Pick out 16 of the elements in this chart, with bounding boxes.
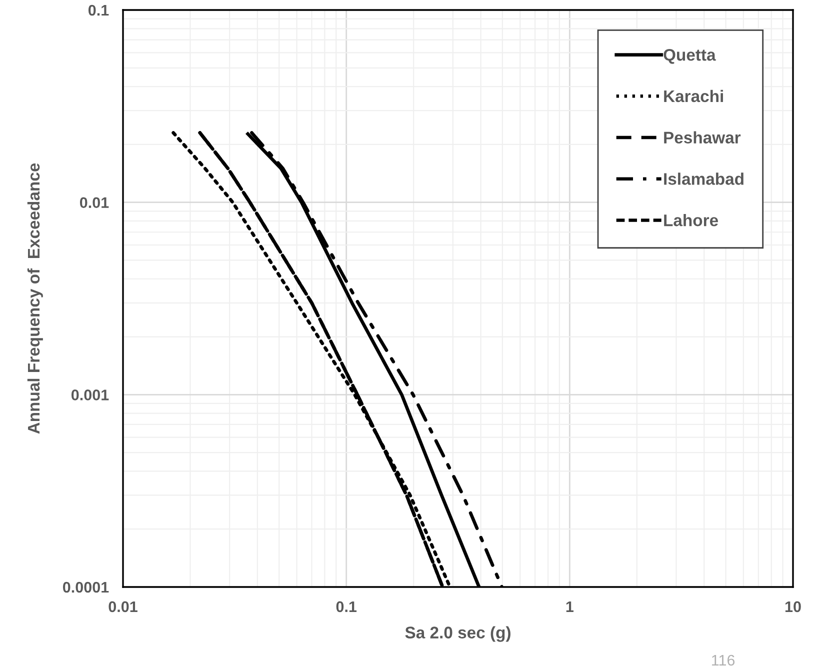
y-tick-label: 0.0001 <box>62 582 109 593</box>
x-tick-label: 10 <box>785 601 801 612</box>
legend-label: Karachi <box>664 90 723 102</box>
legend-label: Quetta <box>664 48 716 64</box>
x-tick-label: 1 <box>566 601 574 612</box>
y-tick-label: 0.01 <box>80 197 109 208</box>
x-axis-title: Sa 2.0 sec (g) <box>405 626 510 642</box>
y-axis-title: Annual Frequency of Exceedance <box>27 163 43 434</box>
y-tick-label: 0.001 <box>71 390 109 400</box>
legend-label: Islamabad <box>664 172 744 185</box>
legend-label: Peshawar <box>664 131 741 144</box>
legend-label: Lahore <box>664 214 718 226</box>
x-tick-label: 0.1 <box>336 601 357 612</box>
x-tick-label: 0.01 <box>108 601 138 612</box>
text: 116 <box>712 654 735 666</box>
y-tick-label: 0.1 <box>88 4 109 16</box>
